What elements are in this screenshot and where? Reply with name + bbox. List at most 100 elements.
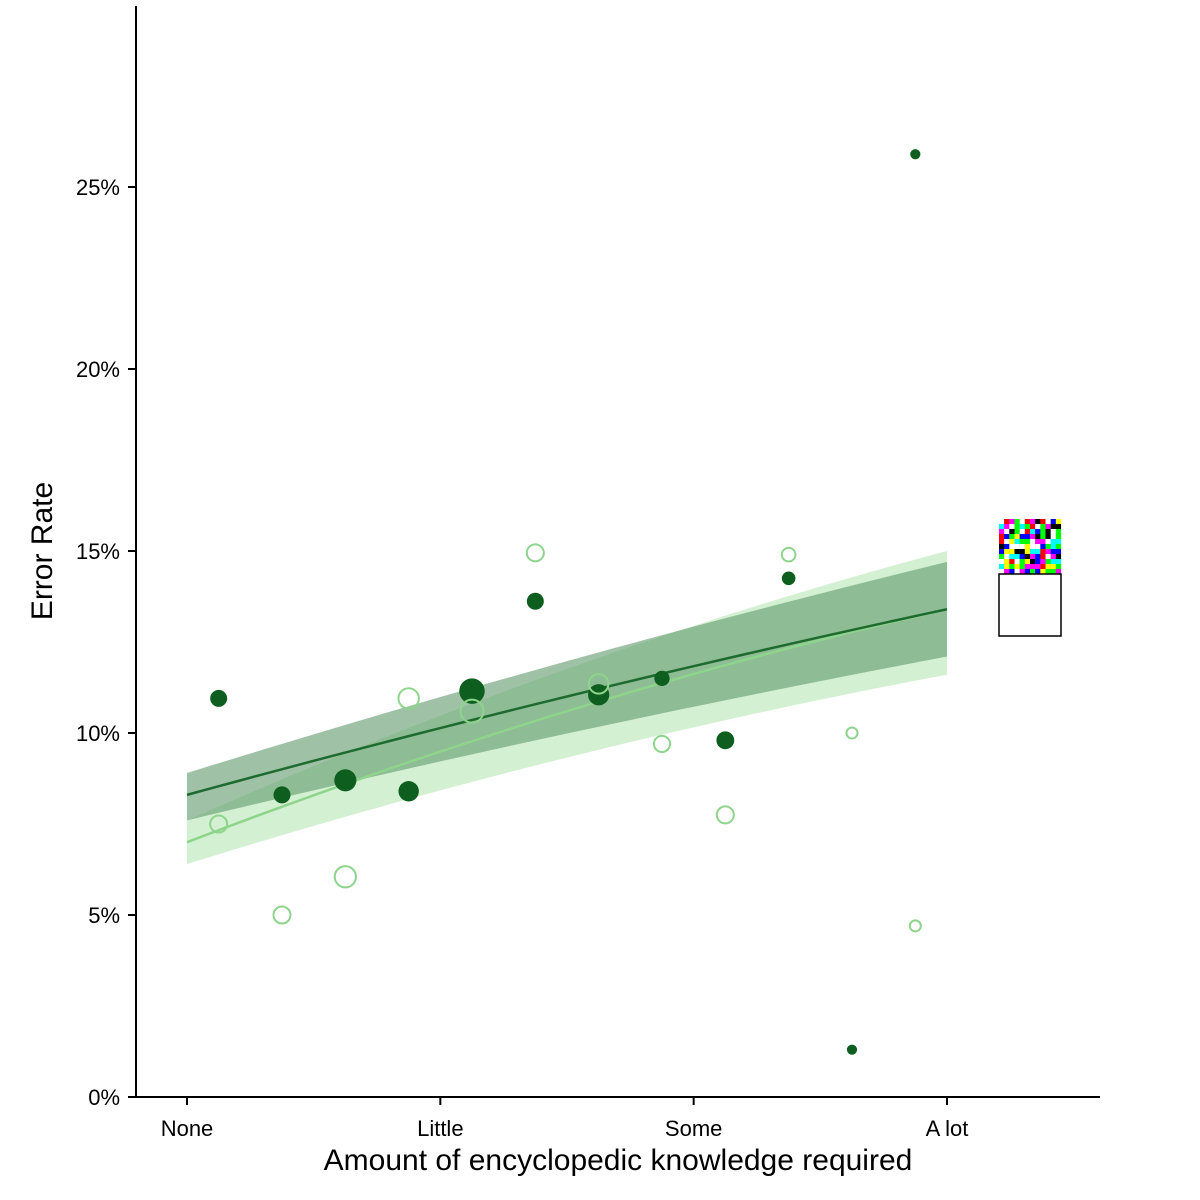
- noise-pixel: [1035, 534, 1041, 540]
- noise-pixel: [1004, 559, 1010, 565]
- x-axis-title: Amount of encyclopedic knowledge require…: [324, 1144, 913, 1177]
- noise-pixel: [1019, 544, 1025, 550]
- noise-pixel: [1050, 524, 1056, 530]
- noise-pixel: [1045, 539, 1051, 545]
- noise-pixel: [1004, 569, 1010, 575]
- data-point-hollow: [587, 673, 610, 695]
- noise-pixel: [1035, 544, 1041, 550]
- noise-pixel: [1004, 544, 1010, 550]
- noise-pixel: [1050, 559, 1056, 565]
- noise-pixel: [1030, 539, 1036, 545]
- noise-pixel: [1055, 519, 1062, 525]
- noise-pixel: [1024, 539, 1031, 545]
- noise-pixel: [1040, 549, 1046, 555]
- y-tick-label: 20%: [76, 357, 120, 382]
- noise-pixel: [1055, 559, 1062, 565]
- noise-pixel: [1050, 539, 1056, 545]
- noise-pixel: [1014, 539, 1020, 545]
- noise-pixel: [1035, 519, 1041, 525]
- noise-pixel: [1055, 549, 1062, 555]
- noise-pixel: [1024, 559, 1031, 565]
- noise-pixel: [1024, 529, 1031, 535]
- noise-pixel: [1035, 539, 1041, 545]
- legend-noise-pixels: [999, 519, 1062, 575]
- confidence-bands: [187, 551, 947, 865]
- noise-pixel: [1014, 544, 1020, 550]
- noise-pixel: [1030, 554, 1036, 560]
- data-point-filled: [846, 1044, 858, 1055]
- noise-pixel: [1030, 529, 1036, 535]
- noise-pixel: [1030, 519, 1036, 525]
- noise-pixel: [1055, 534, 1062, 540]
- data-point-filled: [459, 678, 485, 704]
- data-point-hollow: [209, 814, 229, 834]
- noise-pixel: [1045, 569, 1051, 575]
- y-tick-label: 0%: [88, 1085, 120, 1110]
- noise-pixel: [999, 549, 1005, 555]
- data-point-hollow: [652, 734, 672, 753]
- y-axis-title: Error Rate: [26, 482, 59, 620]
- noise-pixel: [1014, 569, 1020, 575]
- noise-pixel: [1040, 534, 1046, 540]
- noise-pixel: [1004, 564, 1010, 570]
- noise-pixel: [1024, 554, 1031, 560]
- noise-pixel: [999, 529, 1005, 535]
- noise-pixel: [1004, 519, 1010, 525]
- noise-pixel: [1024, 534, 1031, 540]
- noise-pixel: [1009, 564, 1015, 570]
- noise-pixel: [1045, 544, 1051, 550]
- data-point-filled: [334, 769, 357, 792]
- noise-pixel: [1004, 549, 1010, 555]
- noise-pixel: [1024, 524, 1031, 530]
- noise-pixel: [1030, 544, 1036, 550]
- noise-pixel: [1014, 529, 1020, 535]
- noise-pixel: [1004, 534, 1010, 540]
- x-ticks: None Little Some A lot: [161, 1097, 968, 1141]
- noise-pixel: [1014, 564, 1020, 570]
- fit-lines: [186, 608, 948, 844]
- noise-pixel: [1040, 524, 1046, 530]
- noise-pixel: [999, 559, 1005, 565]
- noise-pixel: [1024, 544, 1031, 550]
- fit-line-hollow: [186, 608, 948, 844]
- noise-pixel: [1030, 569, 1036, 575]
- noise-pixel: [1009, 529, 1015, 535]
- fit-line-filled: [186, 608, 948, 797]
- noise-pixel: [1024, 519, 1031, 525]
- noise-pixel: [999, 544, 1005, 550]
- noise-pixel: [1045, 559, 1051, 565]
- data-point-filled: [716, 731, 735, 750]
- data-point-hollow: [459, 698, 485, 724]
- data-point-hollow: [397, 687, 420, 710]
- noise-pixel: [1014, 554, 1020, 560]
- x-tick-label: None: [161, 1116, 214, 1141]
- noise-pixel: [1009, 534, 1015, 540]
- y-tick-label: 25%: [76, 175, 120, 200]
- noise-pixel: [999, 539, 1005, 545]
- noise-pixel: [999, 564, 1005, 570]
- noise-pixel: [1004, 539, 1010, 545]
- noise-pixel: [1009, 569, 1015, 575]
- x-tick-label: Some: [665, 1116, 722, 1141]
- noise-pixel: [1030, 559, 1036, 565]
- data-point-hollow: [525, 543, 545, 563]
- data-point-filled: [781, 571, 796, 586]
- noise-pixel: [1019, 529, 1025, 535]
- data-point-filled: [210, 689, 228, 707]
- noise-pixel: [1050, 554, 1056, 560]
- noise-pixel: [1024, 564, 1031, 570]
- noise-pixel: [1019, 559, 1025, 565]
- noise-pixel: [1004, 529, 1010, 535]
- noise-pixel: [1019, 564, 1025, 570]
- y-tick-label: 5%: [88, 903, 120, 928]
- noise-pixel: [999, 554, 1005, 560]
- noise-pixel: [1035, 524, 1041, 530]
- noise-pixel: [1050, 564, 1056, 570]
- data-point-hollow: [272, 905, 292, 925]
- noise-pixel: [1035, 554, 1041, 560]
- noise-pixel: [1009, 524, 1015, 530]
- confidence-band-filled: [187, 561, 947, 821]
- noise-pixel: [1055, 524, 1062, 530]
- noise-pixel: [999, 524, 1005, 530]
